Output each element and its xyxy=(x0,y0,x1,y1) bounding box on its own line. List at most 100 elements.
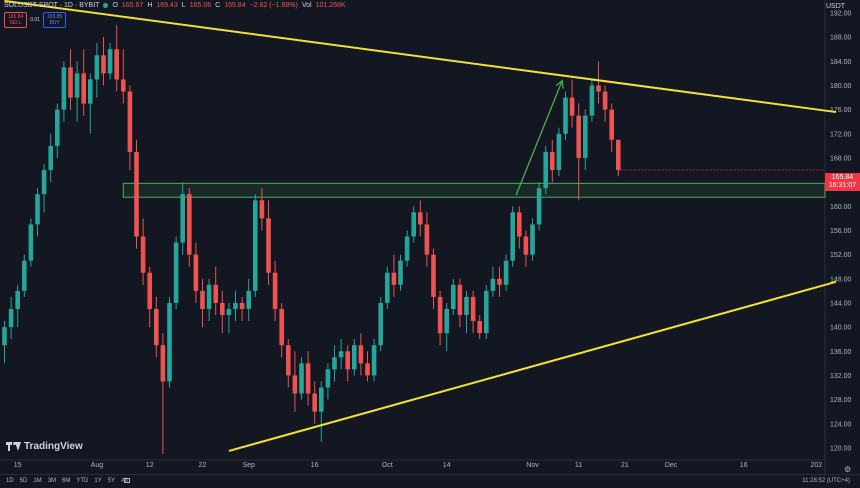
clock-display[interactable]: 11:28:52 (UTC+4) xyxy=(802,478,850,484)
settings-gear-icon[interactable]: ⚙ xyxy=(844,465,852,474)
candle-body xyxy=(239,302,245,309)
y-tick-label: 188.00 xyxy=(830,35,852,42)
x-tick-label: 21 xyxy=(621,462,629,469)
candle-body xyxy=(206,284,212,309)
candle-body xyxy=(385,272,390,303)
candle-body xyxy=(140,236,146,273)
high-label: H xyxy=(147,2,153,9)
range-button-5y[interactable]: 5Y xyxy=(107,478,116,484)
candle-body xyxy=(576,115,581,158)
currency-label[interactable]: USDT xyxy=(826,3,846,10)
candle-body xyxy=(398,260,403,285)
candle-body xyxy=(550,151,555,171)
y-tick-label: 172.00 xyxy=(830,131,852,138)
candle-body xyxy=(444,308,449,334)
buy-button[interactable]: 165.85 BUY xyxy=(43,12,67,28)
tradingview-logo[interactable]: TradingView xyxy=(6,441,83,452)
range-button-1y[interactable]: 1Y xyxy=(94,478,102,484)
candle-body xyxy=(35,194,40,225)
lower-trendline xyxy=(228,280,837,452)
candle-body xyxy=(424,224,430,255)
candle-body xyxy=(371,345,377,376)
open-label: O xyxy=(112,2,118,9)
candle-body xyxy=(530,224,535,255)
current-price-label: 165.84 16:31:07 xyxy=(825,173,860,191)
candle-body xyxy=(8,308,14,328)
candle-body xyxy=(22,260,27,291)
candle-body xyxy=(213,284,218,303)
symbol-label[interactable]: SOLUSDT SPOT · 1D · BYBIT xyxy=(4,2,100,9)
sell-button[interactable]: 165.84 SELL xyxy=(4,12,28,28)
x-tick-label: 202 xyxy=(810,462,822,469)
y-tick-label: 140.00 xyxy=(830,325,852,332)
candle-body xyxy=(569,97,575,116)
candle-body xyxy=(226,308,232,316)
candle-body xyxy=(431,254,436,297)
candle-body xyxy=(404,236,410,261)
candle-body xyxy=(616,139,621,171)
trade-panel: 165.84 SELL 0.01 165.85 BUY xyxy=(4,12,67,28)
y-tick-label: 156.00 xyxy=(830,228,852,235)
candle-body xyxy=(107,49,113,74)
candle-body xyxy=(319,387,324,412)
projection-arrow-head xyxy=(555,79,564,89)
range-button-1d[interactable]: 1D xyxy=(6,478,14,484)
market-status-dot xyxy=(103,3,109,8)
candle-body xyxy=(589,85,595,116)
candle-body xyxy=(596,85,601,92)
candle-body xyxy=(345,351,350,370)
y-tick-label: 124.00 xyxy=(830,421,852,428)
range-button-1m[interactable]: 1M xyxy=(33,478,42,484)
close-label: C xyxy=(215,2,221,9)
candle-body xyxy=(292,375,298,394)
candle-body xyxy=(48,145,53,171)
candle-body xyxy=(602,91,608,110)
x-tick-label: 14 xyxy=(443,462,451,469)
candle-body xyxy=(200,290,205,309)
candle-body xyxy=(503,260,509,285)
y-tick-label: 144.00 xyxy=(830,300,852,307)
x-tick-label: 22 xyxy=(199,462,207,469)
low-label: L xyxy=(181,2,186,9)
range-button-ytd[interactable]: YTD xyxy=(76,478,89,484)
candle-body xyxy=(114,49,119,80)
candle-body xyxy=(477,321,482,334)
y-tick-label: 148.00 xyxy=(830,276,852,283)
candle-body xyxy=(451,284,456,309)
y-tick-label: 152.00 xyxy=(830,252,852,259)
candle-body xyxy=(536,188,542,225)
y-tick-label: 128.00 xyxy=(830,397,852,404)
candle-body xyxy=(160,345,166,382)
tradingview-logo-icon xyxy=(6,442,21,451)
candle-body xyxy=(61,67,67,110)
candle-body xyxy=(583,115,588,158)
candle-body xyxy=(246,290,251,309)
candle-body xyxy=(88,79,93,104)
calendar-icon[interactable] xyxy=(124,478,130,483)
projection-arrow-line xyxy=(515,80,563,196)
candle-body xyxy=(173,242,179,303)
x-tick-label: 16 xyxy=(740,462,748,469)
sell-price: 165.84 xyxy=(8,14,24,20)
y-tick-label: 136.00 xyxy=(830,349,852,356)
candle-body xyxy=(325,369,331,388)
candle-body xyxy=(220,302,225,316)
candle-body xyxy=(2,327,7,346)
spread-value: 0.01 xyxy=(30,17,41,23)
candle-body xyxy=(411,212,416,237)
candle-body xyxy=(484,290,489,334)
candle-body xyxy=(154,308,159,346)
candle-body xyxy=(517,212,522,237)
candle-body xyxy=(457,284,463,316)
range-button-6m[interactable]: 6M xyxy=(62,478,71,484)
candle-body xyxy=(609,109,614,140)
range-button-5d[interactable]: 5D xyxy=(19,478,28,484)
y-tick-label: 160.00 xyxy=(830,204,852,211)
candle-body xyxy=(543,151,548,189)
candle-body xyxy=(233,302,238,309)
y-tick-label: 180.00 xyxy=(830,83,852,90)
y-tick-label: 168.00 xyxy=(830,155,852,162)
range-button-3m[interactable]: 3M xyxy=(47,478,57,484)
high-value: 169.43 xyxy=(156,2,178,9)
